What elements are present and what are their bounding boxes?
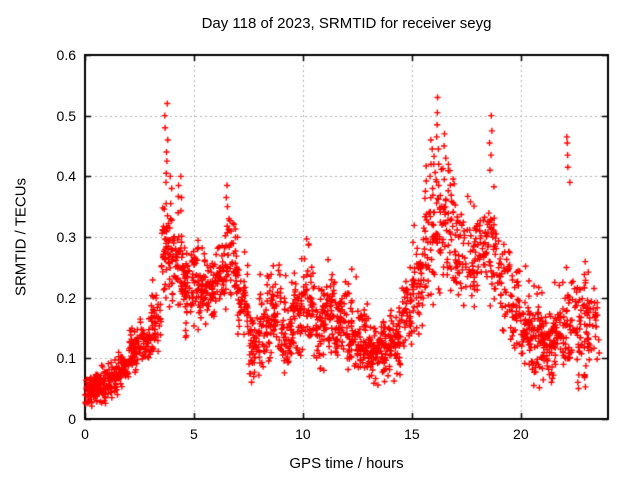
y-tick-label: 0.4 <box>56 168 76 185</box>
x-axis-label: GPS time / hours <box>289 455 404 472</box>
x-tick-label: 10 <box>295 426 311 442</box>
chart-title: Day 118 of 2023, SRMTID for receiver sey… <box>201 15 492 32</box>
y-tick-label: 0.6 <box>56 47 76 63</box>
x-tick-label: 15 <box>404 426 420 442</box>
y-tick-label: 0.5 <box>56 107 76 124</box>
y-tick-label: 0.3 <box>56 229 76 245</box>
x-tick-label: 20 <box>513 426 529 442</box>
x-tick-label: 5 <box>190 426 198 442</box>
y-tick-label: 0.1 <box>56 350 76 367</box>
y-tick-label: 0 <box>68 411 76 427</box>
y-tick-label: 0.2 <box>56 289 76 306</box>
x-tick-label: 0 <box>81 426 89 442</box>
